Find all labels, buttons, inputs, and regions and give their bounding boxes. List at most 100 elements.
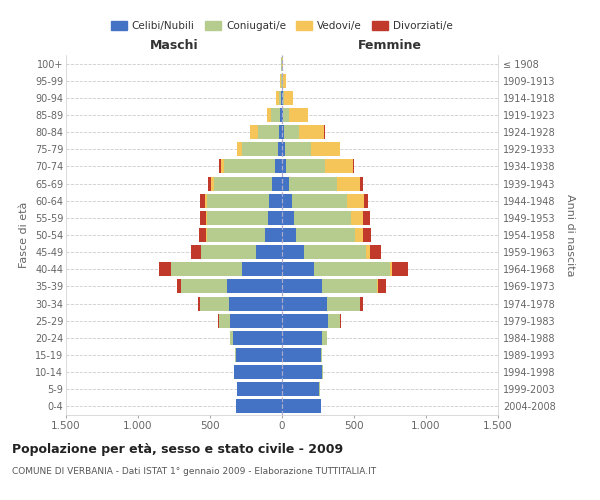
Bar [242, 262, 282, 276]
Bar [282, 211, 293, 225]
Bar [289, 108, 308, 122]
Bar [278, 142, 282, 156]
Bar [360, 176, 362, 190]
Bar [353, 160, 354, 173]
Text: Popolazione per età, sesso e stato civile - 2009: Popolazione per età, sesso e stato civil… [12, 442, 343, 456]
Bar [282, 348, 321, 362]
Bar [292, 194, 347, 207]
Bar [235, 365, 282, 379]
Bar [282, 228, 296, 242]
Bar [236, 348, 282, 362]
Bar [200, 194, 205, 207]
Text: Maschi: Maschi [149, 38, 199, 52]
Bar [271, 108, 280, 122]
Bar [282, 314, 328, 328]
Bar [351, 211, 362, 225]
Bar [280, 108, 282, 122]
Bar [364, 194, 368, 207]
Bar [362, 228, 371, 242]
Bar [293, 211, 351, 225]
Bar [177, 280, 181, 293]
Text: Femmine: Femmine [358, 38, 422, 52]
Bar [322, 280, 377, 293]
Bar [314, 262, 390, 276]
Bar [276, 91, 279, 105]
Bar [325, 160, 353, 173]
Bar [282, 382, 319, 396]
Bar [238, 382, 282, 396]
Bar [269, 194, 282, 207]
Bar [299, 125, 325, 139]
Bar [282, 108, 283, 122]
Bar [362, 211, 370, 225]
Bar [207, 194, 269, 207]
Bar [199, 296, 200, 310]
Bar [218, 160, 221, 173]
Bar [347, 194, 364, 207]
Bar [272, 176, 282, 190]
Bar [200, 211, 206, 225]
Bar [283, 108, 289, 122]
Bar [256, 245, 282, 259]
Bar [211, 176, 214, 190]
Bar [283, 74, 286, 88]
Bar [304, 245, 365, 259]
Bar [281, 91, 282, 105]
Bar [236, 400, 282, 413]
Bar [218, 314, 230, 328]
Bar [238, 142, 242, 156]
Bar [208, 176, 211, 190]
Bar [282, 194, 292, 207]
Bar [230, 314, 282, 328]
Bar [221, 160, 224, 173]
Bar [242, 142, 278, 156]
Bar [227, 280, 282, 293]
Bar [191, 245, 201, 259]
Bar [285, 142, 311, 156]
Bar [284, 125, 299, 139]
Bar [340, 314, 341, 328]
Bar [296, 228, 355, 242]
Y-axis label: Anni di nascita: Anni di nascita [565, 194, 575, 276]
Bar [355, 228, 362, 242]
Bar [235, 348, 236, 362]
Bar [328, 314, 340, 328]
Bar [250, 125, 257, 139]
Bar [205, 194, 207, 207]
Bar [207, 228, 265, 242]
Legend: Celibi/Nubili, Coniugati/e, Vedovi/e, Divorziati/e: Celibi/Nubili, Coniugati/e, Vedovi/e, Di… [107, 17, 457, 36]
Bar [282, 125, 284, 139]
Bar [229, 296, 282, 310]
Bar [390, 262, 392, 276]
Bar [181, 280, 227, 293]
Bar [275, 160, 282, 173]
Bar [236, 142, 238, 156]
Bar [282, 176, 289, 190]
Bar [321, 348, 322, 362]
Bar [202, 245, 256, 259]
Bar [326, 296, 360, 310]
Bar [392, 262, 408, 276]
Bar [282, 296, 326, 310]
Bar [289, 176, 337, 190]
Bar [370, 245, 382, 259]
Bar [282, 91, 283, 105]
Y-axis label: Fasce di età: Fasce di età [19, 202, 29, 268]
Bar [337, 176, 360, 190]
Bar [377, 280, 379, 293]
Bar [360, 296, 361, 310]
Bar [171, 262, 242, 276]
Bar [282, 365, 322, 379]
Bar [230, 331, 233, 345]
Bar [286, 160, 325, 173]
Bar [284, 91, 293, 105]
Bar [214, 176, 272, 190]
Bar [279, 91, 281, 105]
Bar [160, 262, 171, 276]
Bar [224, 160, 275, 173]
Bar [379, 280, 386, 293]
Bar [282, 245, 304, 259]
Bar [257, 125, 279, 139]
Bar [267, 108, 271, 122]
Bar [361, 296, 362, 310]
